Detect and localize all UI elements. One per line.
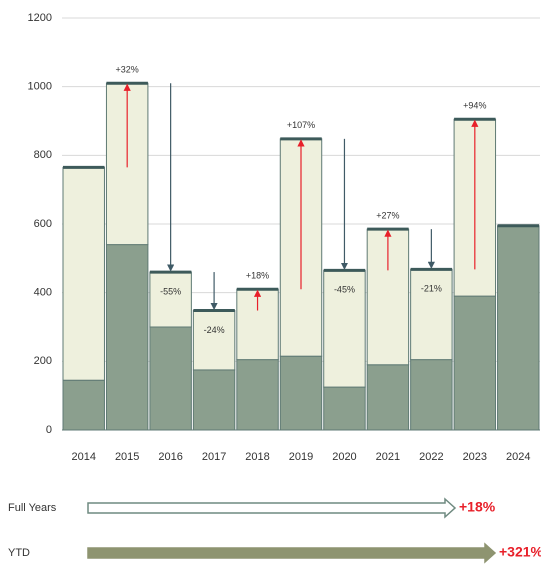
bar-segment [105, 244, 149, 431]
bar-segment [149, 271, 192, 328]
y-tick-label: 1200 [28, 12, 52, 24]
bar-segment [497, 225, 540, 431]
x-tick-label: 2023 [463, 451, 487, 463]
y-tick-label: 0 [46, 424, 52, 436]
summary-label: YTD [8, 547, 30, 559]
change-label: +32% [116, 65, 139, 75]
y-tick-label: 200 [34, 355, 52, 367]
x-tick-label: 2019 [289, 451, 313, 463]
change-label: -55% [160, 286, 181, 296]
y-tick-label: 400 [34, 287, 52, 299]
bar-segment [236, 359, 279, 431]
y-tick-label: 600 [34, 218, 52, 230]
bar-segment [149, 326, 192, 431]
bar-segment [62, 379, 105, 431]
bar-segment [366, 364, 410, 431]
x-tick-label: 2020 [332, 451, 356, 463]
summary-label: Full Years [8, 502, 57, 514]
summary-value: +18% [459, 499, 496, 515]
x-tick-label: 2017 [202, 451, 226, 463]
bar-segment [279, 355, 323, 431]
bar-segment [366, 228, 410, 366]
x-tick-label: 2024 [506, 451, 530, 463]
bar-segment [323, 386, 366, 431]
y-tick-label: 800 [34, 149, 52, 161]
x-tick-label: 2015 [115, 451, 139, 463]
bar-segment [410, 359, 453, 431]
change-label: +18% [246, 271, 269, 281]
change-label: +107% [287, 120, 315, 130]
change-label: -24% [204, 325, 225, 335]
bar-segment [192, 369, 236, 431]
x-tick-label: 2022 [419, 451, 443, 463]
change-label: -21% [421, 284, 442, 294]
bar-segment [323, 269, 366, 388]
bar-segment [192, 310, 236, 371]
summary-arrow [87, 542, 497, 564]
x-tick-label: 2016 [158, 451, 182, 463]
summary-arrow [87, 497, 457, 519]
bar-segment [62, 166, 105, 381]
x-tick-label: 2014 [71, 451, 95, 463]
change-label: +94% [463, 101, 486, 111]
y-tick-label: 1000 [28, 81, 52, 93]
summary-value: +321% [499, 544, 541, 560]
change-label: -45% [334, 285, 355, 295]
bar-segment [410, 268, 453, 361]
x-tick-label: 2018 [245, 451, 269, 463]
x-tick-label: 2021 [376, 451, 400, 463]
bar-segment [453, 295, 497, 431]
change-label: +27% [376, 211, 399, 221]
